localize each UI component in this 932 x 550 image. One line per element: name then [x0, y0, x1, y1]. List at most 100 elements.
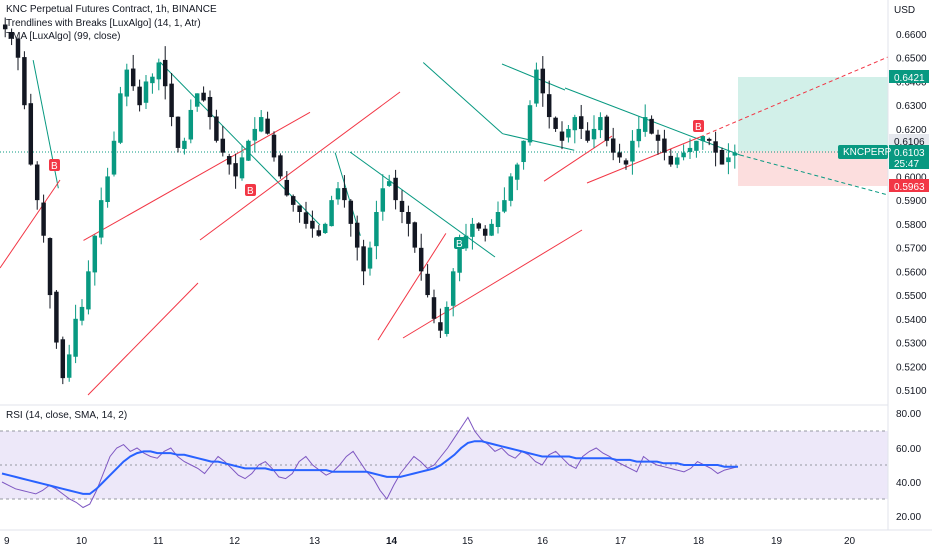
candle-body: [60, 339, 66, 379]
candle-body: [662, 138, 667, 153]
chart-title[interactable]: KNC Perpetual Futures Contract, 1h, BINA…: [6, 4, 217, 15]
resistance-extension: [739, 154, 889, 196]
candle-body: [553, 117, 558, 129]
rsi-pane[interactable]: [0, 416, 888, 509]
candle-body: [610, 138, 616, 153]
break-marker-bg: [245, 184, 256, 196]
candle-body: [412, 222, 418, 248]
candle-body: [28, 103, 34, 165]
candle-body: [399, 200, 405, 212]
support-trendline: [83, 111, 311, 241]
candle-body: [546, 94, 552, 118]
candle-body: [316, 230, 322, 236]
candle-body: [329, 200, 334, 227]
candle-body: [361, 246, 366, 272]
candle-body: [649, 118, 654, 134]
price-tag-bg: [889, 145, 929, 158]
price-ticks: 0.66000.65000.64000.63000.62000.61000.60…: [896, 30, 927, 397]
candle-body: [310, 220, 315, 229]
candle-body: [86, 271, 91, 310]
price-tag-text: 25:47: [894, 159, 919, 170]
support-extension: [699, 56, 889, 138]
price-tick-label: 0.6500: [896, 54, 927, 65]
candle-body: [226, 156, 232, 165]
candle-body: [150, 76, 155, 84]
candle-body: [252, 128, 258, 141]
candle-body: [233, 163, 238, 177]
candle-body: [220, 138, 226, 153]
indicator-tma-label[interactable]: TMA [LuxAlgo] (99, close): [6, 31, 121, 42]
candle-body: [175, 116, 181, 148]
time-tick-label: 10: [76, 536, 88, 547]
candle-body: [47, 238, 53, 296]
candle-body: [476, 223, 482, 229]
candle-body: [169, 83, 174, 118]
price-tick-label: 0.6000: [896, 172, 927, 183]
candle-body: [425, 273, 430, 296]
candles-layer: [2, 17, 738, 385]
candle-body: [284, 179, 290, 196]
candle-body: [54, 291, 59, 343]
time-tick-label: 19: [771, 536, 783, 547]
time-tick-label: 15: [462, 536, 474, 547]
rsi-series-line: [1, 416, 739, 509]
price-tick-label: 0.6300: [896, 101, 927, 112]
rsi-tick-label: 80.00: [896, 409, 921, 420]
time-axis[interactable]: 9 10 11 12 13 14 15 16 17 18 19 20: [0, 529, 932, 547]
candle-body: [617, 152, 622, 158]
price-tick-label: 0.5400: [896, 315, 927, 326]
candle-body: [534, 69, 539, 104]
support-trendline: [402, 229, 583, 339]
indicator-trendlines-label[interactable]: Trendlines with Breaks [LuxAlgo] (14, 1,…: [6, 18, 201, 29]
support-trendline: [377, 233, 447, 341]
candle-body: [303, 212, 309, 224]
time-tick-label: 16: [537, 536, 549, 547]
candle-body: [374, 212, 379, 247]
time-ticks: 9 10 11 12 13 14 15 16 17 18 19 20: [4, 536, 856, 547]
candle-body: [239, 157, 245, 179]
candle-body: [182, 140, 187, 149]
candle-body: [719, 150, 725, 165]
currency-label: USD: [894, 5, 915, 16]
rsi-label[interactable]: RSI (14, close, SMA, 14, 2): [6, 410, 128, 421]
rsi-ticks: 80.00 60.00 40.00 20.00: [896, 409, 921, 523]
candle-body: [578, 116, 584, 129]
candle-body: [726, 157, 731, 163]
candle-body: [79, 306, 85, 321]
candle-body: [514, 164, 520, 180]
candle-body: [700, 136, 706, 142]
candle-body: [463, 235, 469, 249]
support-trendline: [543, 135, 613, 182]
price-tag-bg: [889, 70, 929, 83]
candle-body: [22, 57, 27, 106]
break-marker-label: B: [456, 239, 463, 250]
candle-body: [406, 211, 411, 224]
candle-body: [188, 109, 194, 140]
candle-body: [438, 322, 443, 331]
long-position-box[interactable]: [738, 77, 888, 186]
rsi-band: [0, 431, 888, 499]
candle-body: [143, 81, 149, 103]
candle-body: [559, 131, 565, 141]
support-trendline: [87, 282, 199, 396]
price-axis[interactable]: USD 0.66000.65000.64000.63000.62000.6100…: [838, 0, 929, 530]
price-tick-label: 0.5900: [896, 196, 927, 207]
candle-body: [118, 93, 123, 143]
candle-body: [540, 68, 546, 94]
price-pane[interactable]: B B B B: [0, 0, 889, 405]
candle-body: [418, 247, 424, 272]
resistance-trendline: [349, 151, 496, 258]
candle-body: [342, 187, 347, 201]
time-tick-label: 18: [693, 536, 705, 547]
time-tick-label: 9: [4, 536, 10, 547]
rsi-axis[interactable]: 80.00 60.00 40.00 20.00: [896, 409, 921, 523]
candle-body: [380, 188, 386, 212]
candle-body: [271, 134, 277, 158]
break-marker-bg: [693, 120, 704, 132]
candle-body: [566, 128, 571, 138]
price-tag-bg: [889, 156, 929, 169]
price-tick-label: 0.5100: [896, 386, 927, 397]
price-tick-label: 0.5700: [896, 244, 927, 255]
